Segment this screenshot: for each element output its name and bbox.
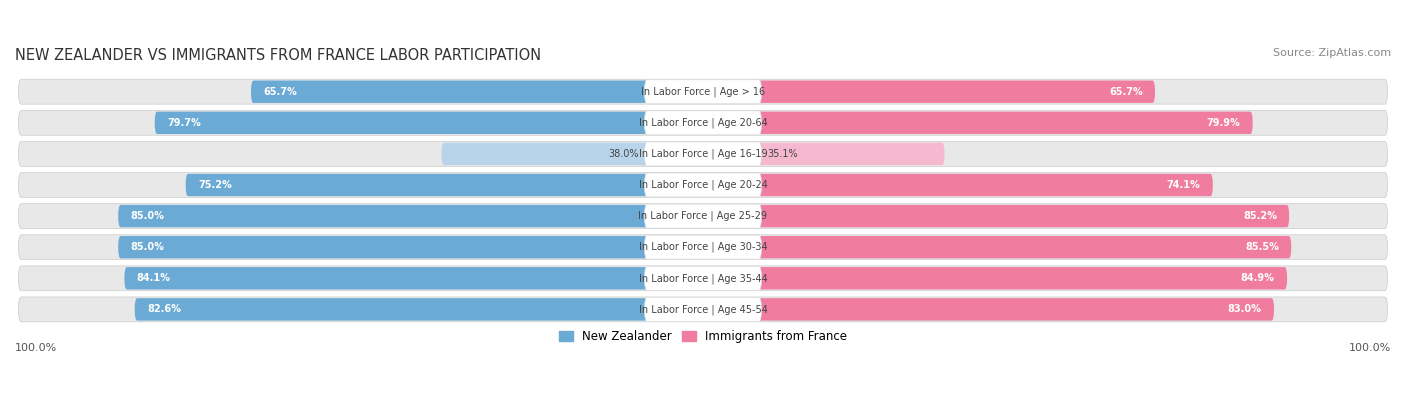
Text: 65.7%: 65.7%	[263, 87, 297, 97]
Text: 85.2%: 85.2%	[1243, 211, 1277, 221]
FancyBboxPatch shape	[186, 174, 703, 196]
FancyBboxPatch shape	[441, 143, 703, 165]
FancyBboxPatch shape	[703, 81, 1154, 103]
FancyBboxPatch shape	[155, 112, 703, 134]
Text: In Labor Force | Age > 16: In Labor Force | Age > 16	[641, 87, 765, 97]
Text: 85.0%: 85.0%	[131, 211, 165, 221]
FancyBboxPatch shape	[18, 141, 1388, 166]
FancyBboxPatch shape	[703, 205, 1289, 227]
Text: 83.0%: 83.0%	[1227, 305, 1261, 314]
FancyBboxPatch shape	[124, 267, 703, 290]
FancyBboxPatch shape	[644, 111, 762, 135]
FancyBboxPatch shape	[703, 236, 1291, 258]
Text: 82.6%: 82.6%	[148, 305, 181, 314]
FancyBboxPatch shape	[644, 204, 762, 228]
FancyBboxPatch shape	[703, 143, 945, 165]
FancyBboxPatch shape	[18, 235, 1388, 260]
Text: 84.1%: 84.1%	[136, 273, 170, 283]
FancyBboxPatch shape	[644, 80, 762, 104]
Text: In Labor Force | Age 20-24: In Labor Force | Age 20-24	[638, 180, 768, 190]
FancyBboxPatch shape	[118, 205, 703, 227]
FancyBboxPatch shape	[644, 297, 762, 322]
Text: In Labor Force | Age 16-19: In Labor Force | Age 16-19	[638, 149, 768, 159]
FancyBboxPatch shape	[135, 298, 703, 321]
FancyBboxPatch shape	[18, 297, 1388, 322]
Text: 79.7%: 79.7%	[167, 118, 201, 128]
Text: 38.0%: 38.0%	[609, 149, 638, 159]
FancyBboxPatch shape	[18, 79, 1388, 104]
FancyBboxPatch shape	[18, 204, 1388, 229]
Text: 100.0%: 100.0%	[15, 343, 58, 354]
Text: In Labor Force | Age 35-44: In Labor Force | Age 35-44	[638, 273, 768, 284]
Text: 84.9%: 84.9%	[1241, 273, 1275, 283]
FancyBboxPatch shape	[18, 110, 1388, 135]
Text: 75.2%: 75.2%	[198, 180, 232, 190]
FancyBboxPatch shape	[644, 173, 762, 197]
Text: 85.5%: 85.5%	[1244, 242, 1279, 252]
Text: 74.1%: 74.1%	[1167, 180, 1201, 190]
Text: In Labor Force | Age 30-34: In Labor Force | Age 30-34	[638, 242, 768, 252]
FancyBboxPatch shape	[644, 266, 762, 290]
FancyBboxPatch shape	[644, 142, 762, 166]
Text: In Labor Force | Age 20-64: In Labor Force | Age 20-64	[638, 118, 768, 128]
Text: 79.9%: 79.9%	[1206, 118, 1240, 128]
Text: Source: ZipAtlas.com: Source: ZipAtlas.com	[1272, 47, 1391, 58]
Text: 65.7%: 65.7%	[1109, 87, 1143, 97]
Text: 85.0%: 85.0%	[131, 242, 165, 252]
FancyBboxPatch shape	[252, 81, 703, 103]
FancyBboxPatch shape	[18, 173, 1388, 198]
Text: In Labor Force | Age 45-54: In Labor Force | Age 45-54	[638, 304, 768, 315]
FancyBboxPatch shape	[118, 236, 703, 258]
FancyBboxPatch shape	[703, 298, 1274, 321]
FancyBboxPatch shape	[703, 174, 1213, 196]
FancyBboxPatch shape	[703, 267, 1286, 290]
Legend: New Zealander, Immigrants from France: New Zealander, Immigrants from France	[554, 325, 852, 348]
FancyBboxPatch shape	[644, 235, 762, 259]
Text: 100.0%: 100.0%	[1348, 343, 1391, 354]
FancyBboxPatch shape	[703, 112, 1253, 134]
FancyBboxPatch shape	[18, 266, 1388, 291]
Text: NEW ZEALANDER VS IMMIGRANTS FROM FRANCE LABOR PARTICIPATION: NEW ZEALANDER VS IMMIGRANTS FROM FRANCE …	[15, 47, 541, 62]
Text: 35.1%: 35.1%	[768, 149, 797, 159]
Text: In Labor Force | Age 25-29: In Labor Force | Age 25-29	[638, 211, 768, 221]
